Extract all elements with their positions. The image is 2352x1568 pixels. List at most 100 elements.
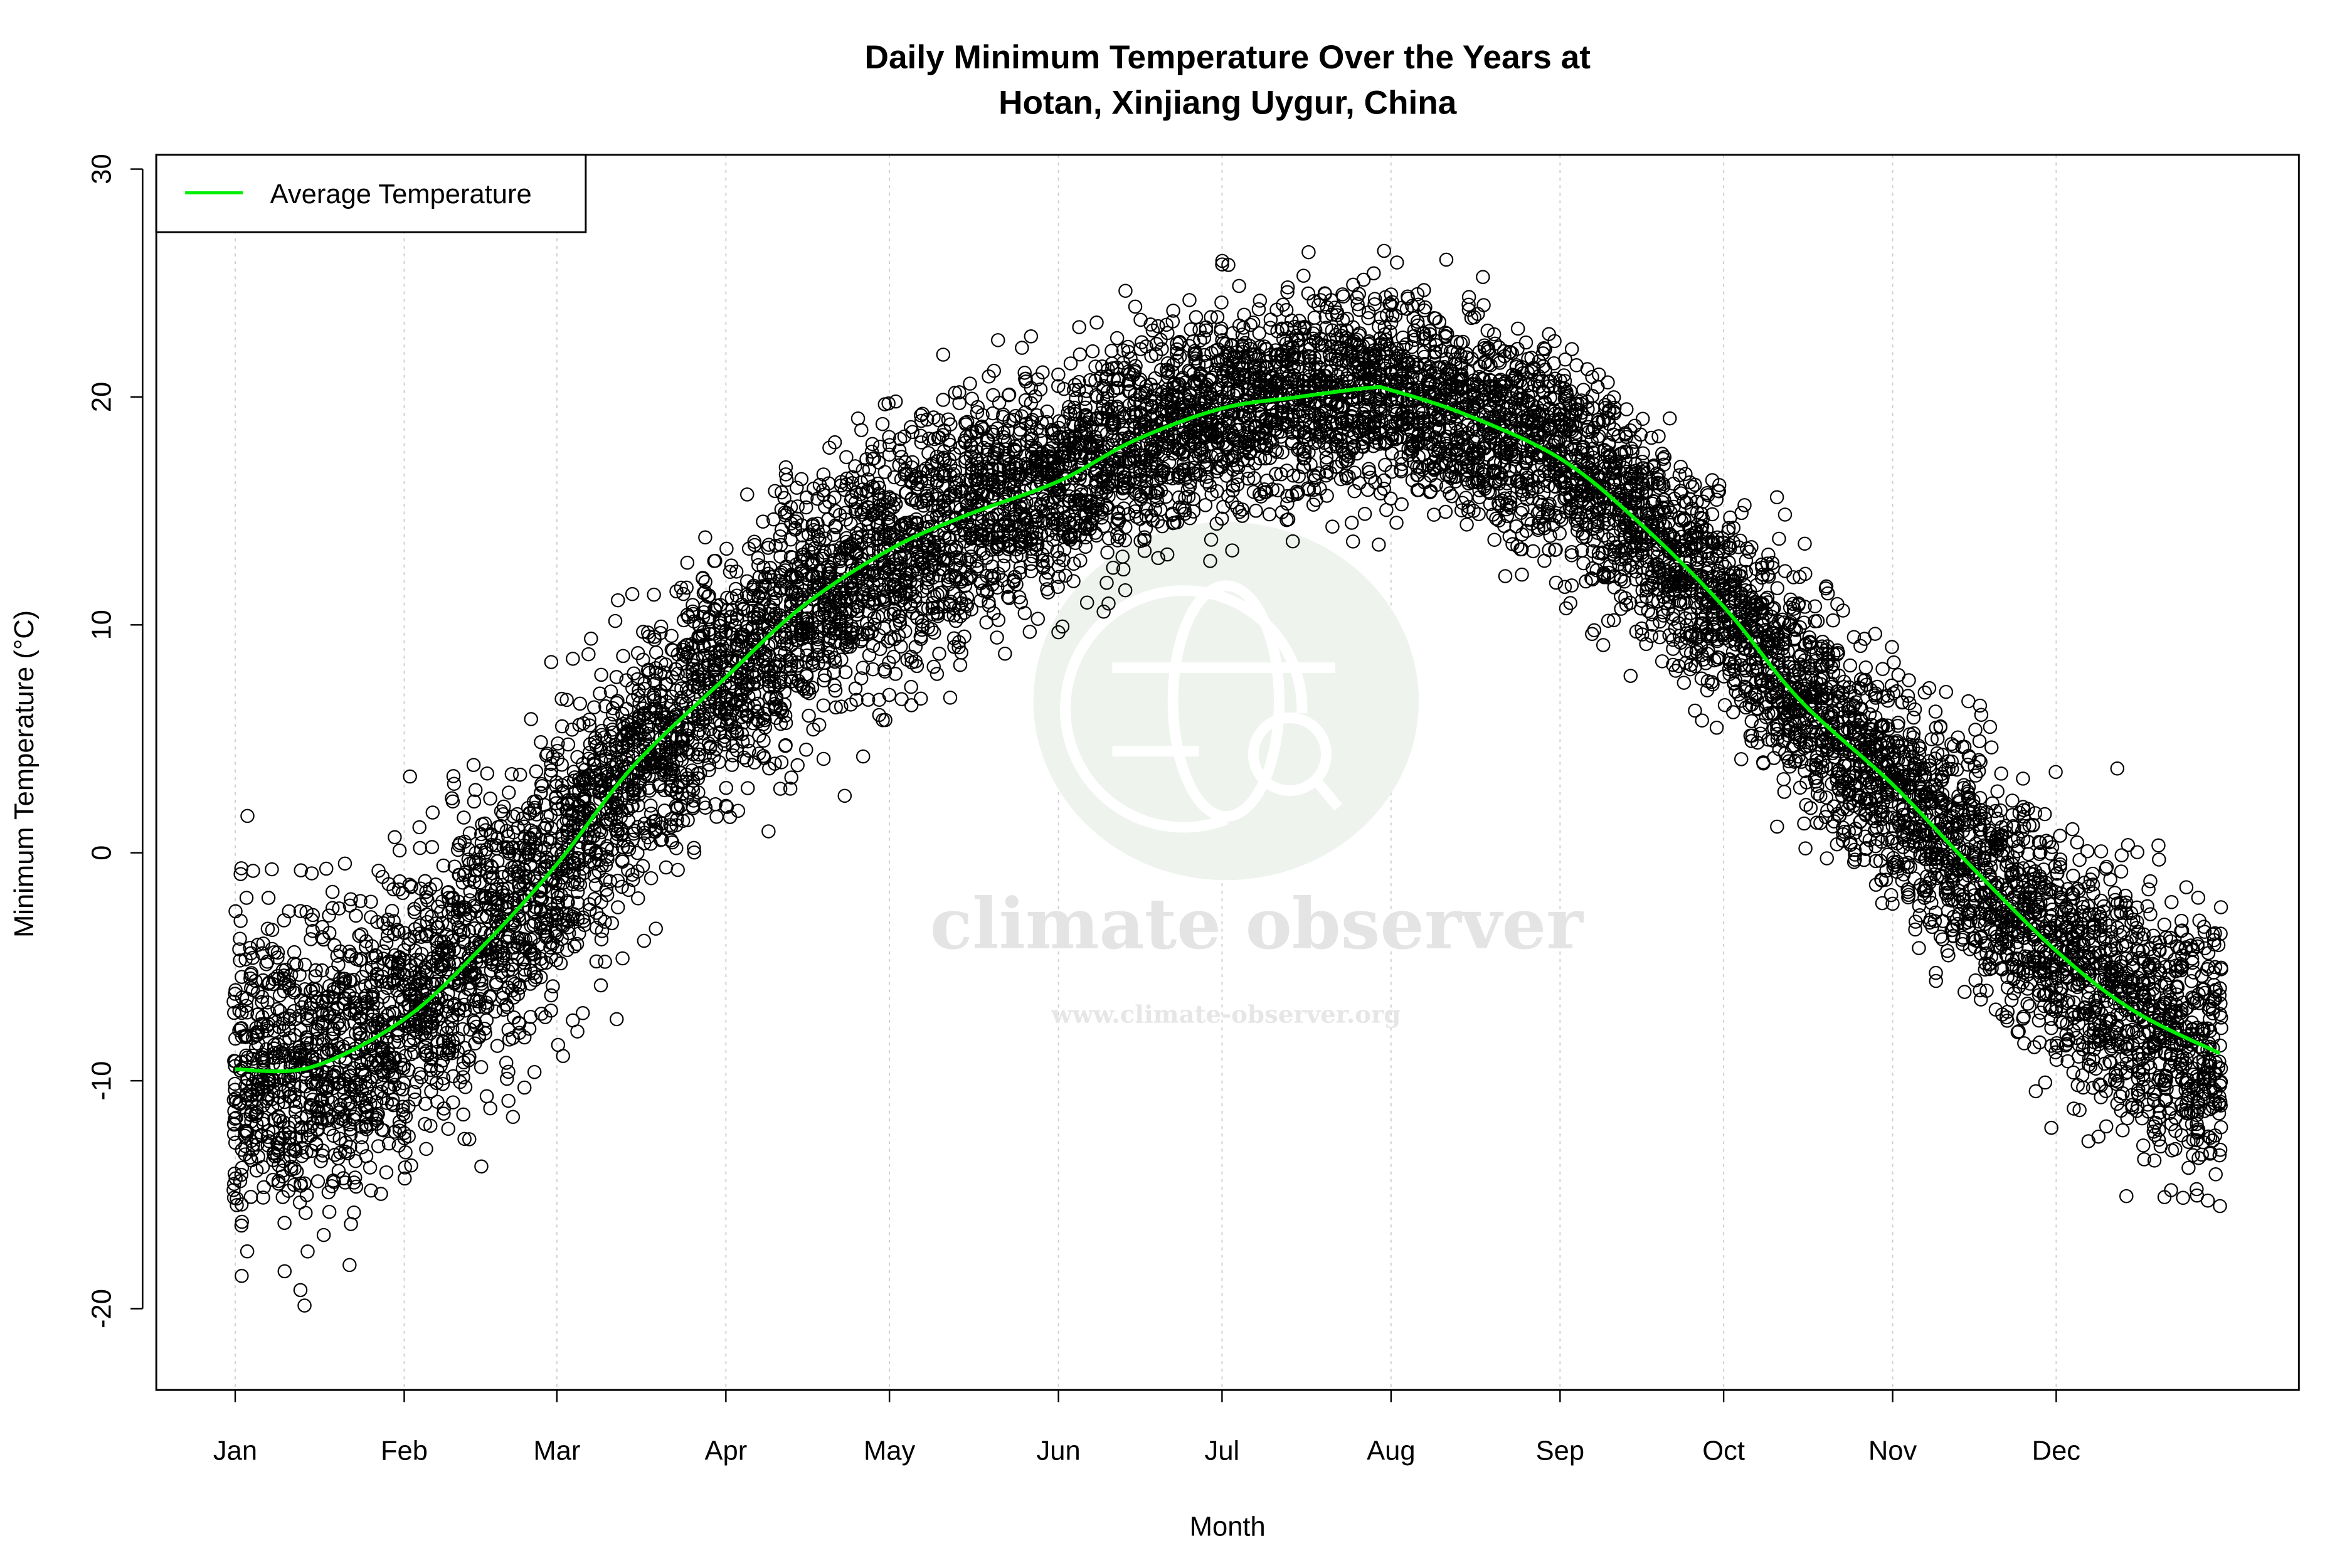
globe-search-icon bbox=[1060, 580, 1343, 833]
data-point bbox=[349, 908, 363, 923]
data-point bbox=[364, 894, 378, 909]
data-point bbox=[388, 830, 402, 845]
data-point bbox=[309, 963, 323, 978]
data-point bbox=[228, 1111, 242, 1126]
data-point bbox=[398, 1109, 413, 1124]
data-point bbox=[326, 1128, 341, 1143]
data-point bbox=[297, 1298, 312, 1313]
data-point bbox=[381, 1136, 396, 1151]
data-point bbox=[272, 1020, 287, 1034]
data-point bbox=[243, 946, 258, 961]
data-point bbox=[396, 1107, 411, 1121]
chart-title-line-2: Hotan, Xinjiang Uygur, China bbox=[999, 84, 1457, 121]
data-point bbox=[228, 1076, 242, 1091]
data-point bbox=[259, 957, 273, 972]
data-point bbox=[294, 1140, 309, 1155]
data-point bbox=[392, 843, 407, 858]
data-point bbox=[369, 948, 384, 963]
data-point bbox=[282, 904, 297, 919]
data-point bbox=[248, 1109, 263, 1123]
data-point bbox=[370, 914, 384, 930]
data-point bbox=[409, 958, 423, 972]
chart-title: Daily Minimum Temperature Over the Years… bbox=[865, 39, 1591, 122]
data-point bbox=[360, 1052, 374, 1067]
data-point bbox=[246, 1138, 260, 1152]
data-point bbox=[297, 1176, 312, 1191]
data-point bbox=[412, 926, 427, 941]
data-point bbox=[271, 1096, 285, 1111]
data-point bbox=[379, 1165, 394, 1180]
data-point bbox=[343, 1127, 358, 1142]
data-point bbox=[326, 901, 340, 916]
data-point bbox=[366, 997, 380, 1011]
data-point bbox=[363, 1096, 378, 1111]
data-point bbox=[235, 1005, 249, 1020]
data-point bbox=[229, 1110, 243, 1125]
data-point bbox=[287, 956, 301, 971]
data-point bbox=[414, 1070, 428, 1084]
data-point bbox=[315, 1143, 330, 1158]
data-point bbox=[374, 1187, 388, 1201]
data-point bbox=[418, 1116, 432, 1131]
data-point bbox=[365, 1108, 379, 1123]
data-point bbox=[276, 1115, 291, 1130]
data-point bbox=[374, 1084, 389, 1099]
data-point bbox=[257, 1180, 271, 1195]
data-point bbox=[272, 1089, 287, 1104]
data-point bbox=[418, 975, 433, 990]
data-point bbox=[239, 1048, 253, 1063]
data-point bbox=[300, 1032, 315, 1047]
data-point bbox=[287, 1093, 302, 1108]
data-point bbox=[230, 1198, 244, 1212]
data-point bbox=[256, 1112, 270, 1127]
data-point bbox=[255, 990, 270, 1004]
data-point bbox=[393, 1053, 408, 1067]
data-point bbox=[354, 1140, 369, 1155]
data-point bbox=[233, 1174, 248, 1189]
data-point bbox=[387, 1078, 402, 1093]
data-point bbox=[337, 856, 352, 871]
data-point bbox=[310, 1111, 325, 1126]
data-point bbox=[299, 904, 314, 919]
data-point bbox=[359, 940, 373, 954]
data-point bbox=[267, 1024, 282, 1038]
data-point bbox=[364, 939, 379, 953]
data-point bbox=[277, 1216, 292, 1231]
data-point bbox=[428, 877, 443, 892]
data-point bbox=[424, 1052, 439, 1066]
data-point bbox=[342, 1258, 357, 1273]
scatter-points bbox=[226, 243, 2228, 1313]
data-point bbox=[319, 861, 334, 876]
data-point bbox=[322, 908, 336, 923]
data-point bbox=[304, 913, 319, 927]
data-point bbox=[293, 904, 308, 918]
data-point bbox=[331, 1015, 346, 1029]
data-point bbox=[272, 988, 287, 1003]
data-point bbox=[246, 864, 260, 878]
data-point bbox=[261, 891, 276, 905]
data-point bbox=[309, 1037, 324, 1052]
data-point bbox=[234, 1197, 249, 1212]
watermark-circle bbox=[1033, 522, 1419, 881]
data-point bbox=[265, 862, 279, 877]
data-point bbox=[235, 1269, 249, 1283]
data-point bbox=[287, 945, 302, 960]
data-point bbox=[419, 884, 433, 899]
data-point bbox=[346, 972, 361, 987]
data-point bbox=[370, 1108, 384, 1123]
data-point bbox=[226, 1183, 241, 1197]
data-point bbox=[363, 1160, 378, 1175]
data-point bbox=[297, 957, 312, 972]
data-point bbox=[243, 941, 257, 955]
data-point bbox=[332, 1021, 347, 1036]
data-point bbox=[294, 1111, 309, 1125]
data-point bbox=[347, 1205, 361, 1220]
data-point bbox=[294, 863, 308, 877]
data-point bbox=[256, 1190, 270, 1205]
watermark-name: climate observer bbox=[930, 884, 1584, 965]
data-point bbox=[299, 1205, 313, 1221]
data-point bbox=[425, 805, 440, 820]
data-point bbox=[235, 970, 249, 984]
data-point bbox=[322, 926, 337, 940]
data-point bbox=[240, 808, 255, 824]
